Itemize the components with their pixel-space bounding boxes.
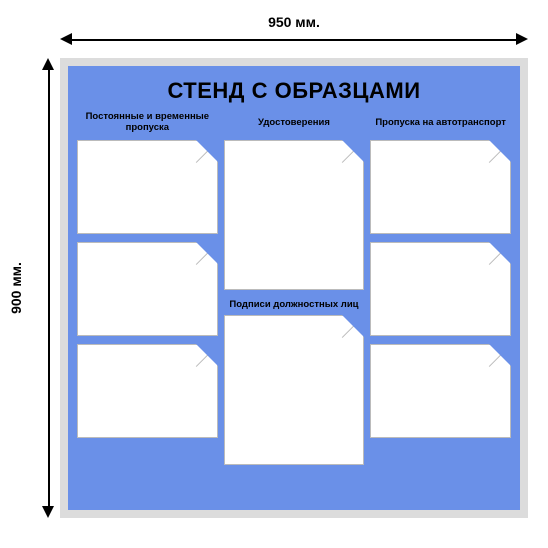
- board-title: СТЕНД С ОБРАЗЦАМИ: [68, 66, 520, 104]
- pocket: [370, 140, 511, 234]
- dimension-width-label: 950 мм.: [60, 14, 528, 30]
- pocket: [224, 315, 365, 465]
- dimension-height: 900 мм.: [8, 58, 54, 518]
- column-label: Пропуска на автотранспорт: [375, 110, 506, 136]
- dimension-height-label: 900 мм.: [8, 262, 24, 314]
- pocket: [224, 140, 365, 290]
- dimension-width: 950 мм.: [60, 14, 528, 48]
- column-center: Удостоверения Подписи должностных лиц: [224, 110, 365, 500]
- dimension-width-arrow: [60, 32, 528, 46]
- column-label: Удостоверения: [258, 110, 330, 136]
- pocket: [77, 242, 218, 336]
- column-right: Пропуска на автотранспорт: [370, 110, 511, 500]
- pocket: [370, 242, 511, 336]
- board-panel: СТЕНД С ОБРАЗЦАМИ Постоянные и временные…: [68, 66, 520, 510]
- pocket: [370, 344, 511, 438]
- column-label: Постоянные и временные пропуска: [77, 110, 218, 136]
- board-frame: СТЕНД С ОБРАЗЦАМИ Постоянные и временные…: [60, 58, 528, 518]
- column-label-secondary: Подписи должностных лиц: [229, 300, 358, 311]
- pocket: [77, 140, 218, 234]
- column-left: Постоянные и временные пропуска: [77, 110, 218, 500]
- pocket: [77, 344, 218, 438]
- dimension-height-arrow: [42, 58, 56, 518]
- board-columns: Постоянные и временные пропуска Удостове…: [68, 110, 520, 510]
